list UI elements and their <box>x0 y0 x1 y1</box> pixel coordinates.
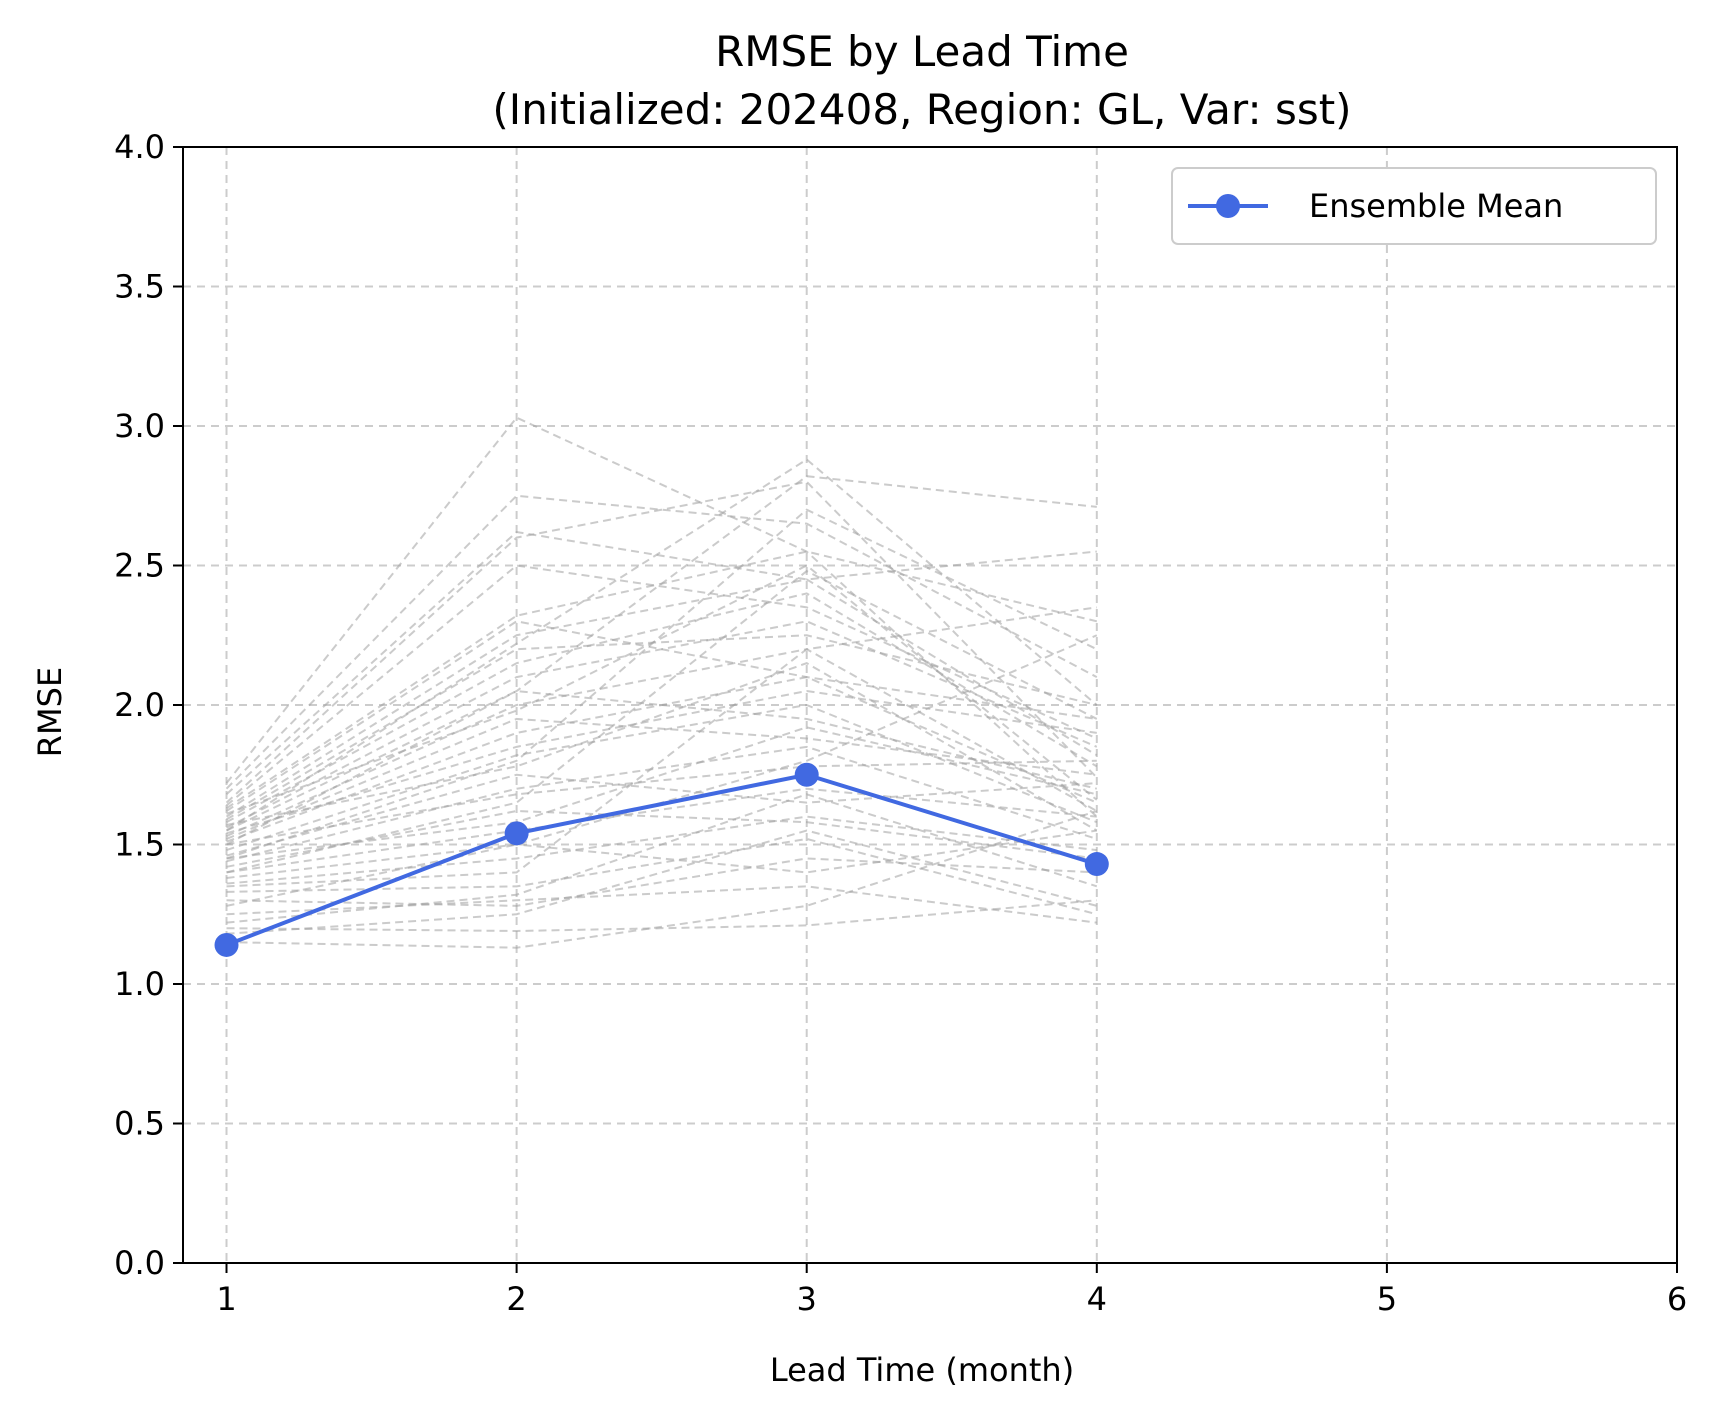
ensemble-member-line <box>226 592 1098 824</box>
ensemble-member-line <box>225 620 1097 812</box>
ensemble-member-line <box>226 726 1098 860</box>
ensemble-member-line <box>226 564 1098 815</box>
ensemble-member-line <box>226 810 1098 949</box>
ensemble-member-lines <box>225 416 1098 949</box>
y-tick-label: 2.0 <box>114 686 165 724</box>
series-layer <box>214 762 1109 957</box>
ensemble-member-line <box>226 829 1098 935</box>
ensemble-member-line <box>226 690 1098 832</box>
ensemble-member-line <box>225 578 1098 818</box>
ensemble-member-line <box>226 787 1097 874</box>
y-tick-label: 1.5 <box>114 826 165 864</box>
ensemble-member-line <box>225 416 1098 818</box>
legend-marker <box>1216 194 1240 218</box>
ensemble-member-line <box>226 857 1097 907</box>
legend: Ensemble Mean <box>1171 167 1657 245</box>
ensemble-member-line <box>226 648 1098 838</box>
chart-subtitle: (Initialized: 202408, Region: GL, Var: s… <box>492 85 1351 134</box>
ensemble-member-line <box>226 606 1097 888</box>
ensemble-mean-line <box>225 772 1098 947</box>
legend-box <box>1171 167 1657 245</box>
ensemble-member-line <box>225 530 1097 796</box>
ensemble-member-line <box>225 564 1098 807</box>
x-tick-label: 5 <box>1377 1280 1397 1318</box>
ensemble-member-line <box>226 690 1097 835</box>
chart-title: RMSE by Lead Time <box>715 27 1129 76</box>
y-tick-label: 0.0 <box>114 1244 165 1282</box>
ensemble-member-line <box>226 899 1097 932</box>
x-axis-label: Lead Time (month) <box>770 1351 1074 1389</box>
x-tick-label: 3 <box>797 1280 817 1318</box>
ensemble-member-line <box>226 676 1098 843</box>
ensemble-member-line <box>226 773 1097 857</box>
ensemble-mean-point <box>1084 852 1109 877</box>
ensemble-member-line <box>226 662 1098 832</box>
y-axis-ticks: 0.0 0.5 1.0 1.5 2.0 2.5 3.0 3.5 4.0 <box>114 128 183 1282</box>
y-tick-label: 3.5 <box>114 268 165 306</box>
ensemble-mean-point <box>504 821 529 846</box>
ensemble-member-line <box>226 569 1098 874</box>
ensemble-member-line <box>226 508 1098 860</box>
x-tick-label: 2 <box>506 1280 526 1318</box>
ensemble-member-line <box>226 885 1097 924</box>
x-tick-label: 1 <box>216 1280 236 1318</box>
ensemble-mean-point <box>794 762 819 787</box>
ensemble-member-line <box>226 810 1097 868</box>
ensemble-member-line <box>226 717 1097 840</box>
y-tick-label: 4.0 <box>114 128 165 166</box>
x-axis-ticks: 1 2 3 4 5 6 <box>216 1263 1687 1318</box>
ensemble-member-line <box>226 793 1098 924</box>
ensemble-member-line <box>226 829 1097 879</box>
y-tick-label: 3.0 <box>114 407 165 445</box>
ensemble-member-line <box>226 745 1098 863</box>
ensemble-member-line <box>225 480 1098 804</box>
ensemble-mean-point <box>214 932 239 957</box>
ensemble-member-line <box>226 815 1097 885</box>
x-tick-label: 4 <box>1087 1280 1107 1318</box>
y-tick-label: 0.5 <box>114 1105 165 1143</box>
y-axis-label: RMSE <box>31 667 69 757</box>
ensemble-member-line <box>225 458 1098 832</box>
y-tick-label: 2.5 <box>114 547 165 585</box>
legend-label-ensemble-mean: Ensemble Mean <box>1309 187 1563 225</box>
ensemble-member-line <box>226 475 1097 846</box>
x-tick-label: 6 <box>1667 1280 1687 1318</box>
ensemble-member-line <box>226 759 1097 846</box>
y-tick-label: 1.0 <box>114 965 165 1003</box>
ensemble-member-line <box>226 634 1098 821</box>
